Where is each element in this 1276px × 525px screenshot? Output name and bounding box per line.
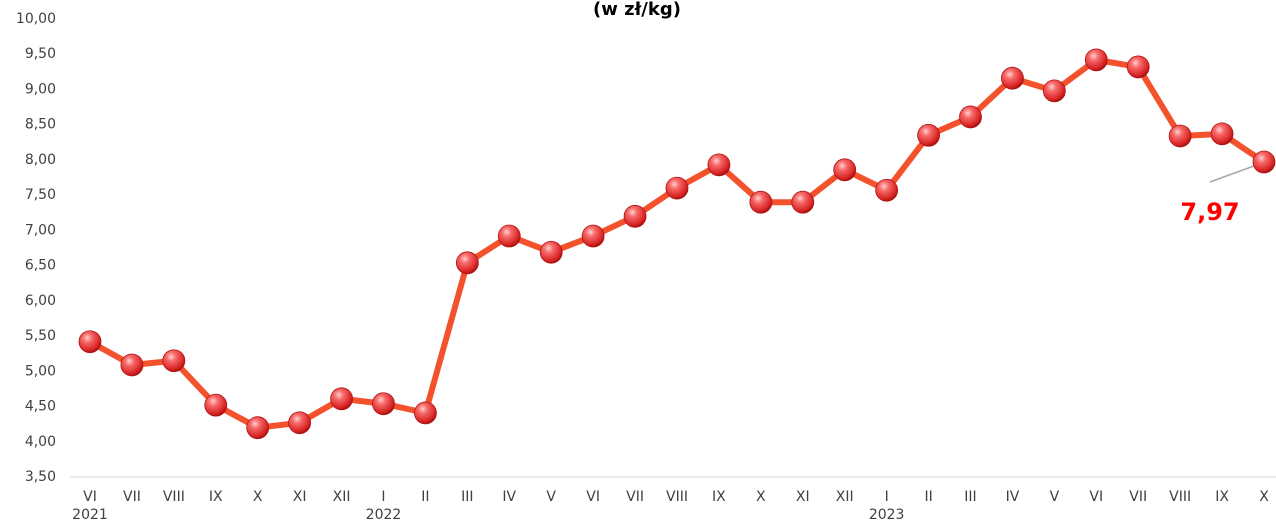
y-tick-label: 10,00 bbox=[16, 11, 56, 27]
marker bbox=[246, 416, 270, 440]
marker bbox=[1084, 48, 1108, 72]
x-tick-label: XII bbox=[333, 489, 351, 505]
x-tick-label: XI bbox=[293, 489, 307, 505]
x-tick-label: II bbox=[924, 489, 932, 505]
x-year-label: 2022 bbox=[366, 507, 402, 523]
x-tick-label: VIII bbox=[1169, 489, 1191, 505]
marker bbox=[1210, 122, 1234, 146]
marker bbox=[623, 204, 647, 228]
y-tick-label: 5,50 bbox=[25, 328, 56, 344]
x-tick-label: III bbox=[964, 489, 976, 505]
y-tick-label: 9,50 bbox=[25, 46, 56, 62]
x-tick-label: I bbox=[381, 489, 385, 505]
y-tick-label: 7,00 bbox=[25, 222, 56, 238]
marker bbox=[1252, 150, 1276, 174]
marker bbox=[455, 251, 479, 275]
y-tick-label: 7,50 bbox=[25, 187, 56, 203]
x-tick-label: IX bbox=[712, 489, 726, 505]
x-tick-label: V bbox=[546, 489, 556, 505]
marker bbox=[1168, 124, 1192, 148]
x-tick-label: II bbox=[421, 489, 429, 505]
marker bbox=[497, 224, 521, 248]
x-tick-label: IX bbox=[1215, 489, 1229, 505]
x-tick-label: XII bbox=[836, 489, 854, 505]
y-tick-label: 6,50 bbox=[25, 258, 56, 274]
marker bbox=[539, 240, 563, 264]
marker bbox=[581, 224, 605, 248]
data-label: 7,97 bbox=[1180, 198, 1239, 226]
marker bbox=[120, 353, 144, 377]
x-tick-label: VI bbox=[1089, 489, 1103, 505]
x-tick-label: VII bbox=[626, 489, 644, 505]
y-tick-label: 5,00 bbox=[25, 363, 56, 379]
x-year-label: 2023 bbox=[869, 507, 905, 523]
x-tick-label: VI bbox=[83, 489, 97, 505]
marker bbox=[414, 401, 437, 425]
y-tick-label: 8,50 bbox=[25, 117, 56, 133]
y-tick-label: 3,50 bbox=[25, 469, 56, 485]
marker bbox=[162, 349, 186, 373]
x-tick-label: VI bbox=[586, 489, 600, 505]
marker bbox=[372, 392, 395, 416]
marker bbox=[288, 411, 312, 435]
marker bbox=[665, 176, 689, 200]
annotation-leader bbox=[1209, 162, 1263, 183]
marker bbox=[791, 190, 815, 214]
x-tick-label: V bbox=[1050, 489, 1060, 505]
x-tick-label: VIII bbox=[666, 489, 688, 505]
chart-title: (w zł/kg) bbox=[593, 0, 681, 20]
y-tick-label: 4,50 bbox=[25, 399, 56, 415]
marker bbox=[707, 153, 731, 177]
marker bbox=[959, 105, 982, 129]
x-tick-label: X bbox=[756, 489, 766, 505]
marker bbox=[1001, 66, 1024, 90]
x-tick-label: IX bbox=[209, 489, 223, 505]
x-tick-label: VIII bbox=[163, 489, 185, 505]
marker bbox=[330, 387, 353, 411]
marker bbox=[875, 178, 899, 202]
x-tick-label: III bbox=[461, 489, 473, 505]
marker bbox=[78, 330, 102, 354]
x-tick-label: VII bbox=[123, 489, 141, 505]
marker bbox=[1042, 79, 1066, 103]
x-tick-label: VII bbox=[1129, 489, 1147, 505]
x-tick-label: IV bbox=[1006, 489, 1020, 505]
y-tick-label: 4,00 bbox=[25, 434, 56, 450]
x-tick-label: IV bbox=[502, 489, 516, 505]
x-tick-label: XI bbox=[796, 489, 810, 505]
marker bbox=[833, 158, 857, 182]
x-tick-label: I bbox=[885, 489, 889, 505]
marker bbox=[917, 123, 940, 147]
y-tick-label: 6,00 bbox=[25, 293, 56, 309]
line bbox=[88, 56, 1266, 431]
x-tick-label: X bbox=[1259, 489, 1269, 505]
marker bbox=[204, 393, 228, 417]
x-tick-label: X bbox=[253, 489, 263, 505]
y-tick-label: 8,00 bbox=[25, 152, 56, 168]
marker bbox=[749, 190, 773, 214]
x-year-label: 2021 bbox=[72, 507, 108, 523]
y-tick-label: 9,00 bbox=[25, 81, 56, 97]
marker bbox=[1126, 55, 1150, 79]
